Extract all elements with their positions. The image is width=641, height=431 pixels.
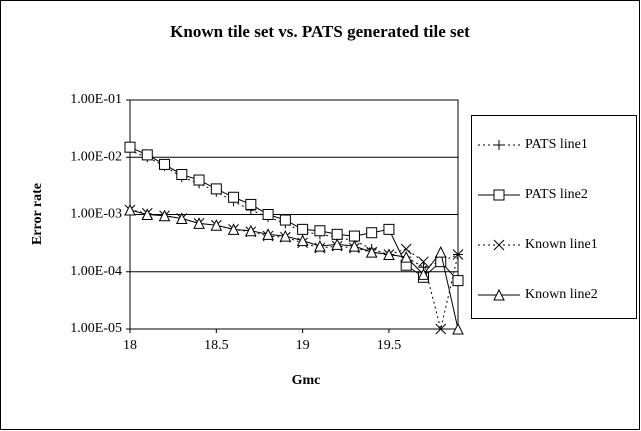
y-tick-label: 1.00E-03 [70, 207, 122, 222]
marker [158, 209, 171, 222]
marker [435, 323, 447, 335]
marker [210, 219, 223, 231]
marker [124, 141, 136, 153]
marker [383, 223, 395, 235]
marker [262, 209, 274, 220]
y-tick-label: 1.00E-04 [70, 264, 122, 279]
marker [227, 223, 240, 235]
marker [400, 243, 412, 255]
x-tick-label: 19.5 [377, 338, 402, 353]
marker [331, 228, 343, 240]
marker [159, 158, 171, 170]
marker [193, 174, 205, 186]
y-tick-label: 1.00E-05 [70, 321, 122, 336]
marker [348, 240, 361, 252]
marker [279, 229, 292, 242]
marker [210, 183, 222, 195]
marker [141, 208, 154, 220]
legend-label: PATS line1 [525, 137, 588, 152]
marker [417, 268, 430, 280]
marker [434, 246, 447, 258]
marker [176, 168, 188, 180]
y-tick-label: 1.00E-02 [70, 149, 122, 164]
y-tick-label: 1.00E-01 [70, 92, 122, 107]
marker [493, 189, 505, 201]
marker [228, 191, 240, 203]
x-tick-label: 19 [296, 338, 310, 353]
marker [314, 225, 326, 237]
marker [141, 149, 153, 161]
marker [400, 251, 413, 263]
marker [435, 256, 447, 268]
y-axis-label: Error rate [30, 183, 45, 245]
marker [245, 224, 257, 237]
marker [279, 214, 291, 226]
marker [262, 228, 274, 240]
marker [245, 198, 257, 210]
x-axis-label: Gmc [292, 373, 321, 388]
legend-label: PATS line2 [525, 187, 588, 202]
marker [365, 246, 378, 258]
marker [314, 240, 326, 252]
chart-title: Known tile set vs. PATS generated tile s… [170, 22, 470, 41]
marker [452, 249, 464, 260]
legend-label: Known line2 [525, 287, 598, 302]
marker [296, 234, 309, 247]
marker [193, 217, 205, 229]
marker [366, 227, 378, 239]
marker [452, 322, 464, 335]
marker [418, 256, 429, 268]
marker [348, 230, 360, 242]
marker [297, 223, 309, 235]
marker [331, 238, 343, 250]
x-tick-label: 18 [123, 338, 137, 353]
marker [124, 203, 136, 216]
marker [493, 239, 505, 251]
marker [452, 275, 464, 287]
marker [494, 140, 504, 150]
marker [493, 288, 505, 301]
x-tick-label: 18.5 [204, 338, 229, 353]
legend-label: Known line1 [525, 237, 598, 252]
marker [383, 248, 395, 261]
marker [175, 212, 188, 225]
